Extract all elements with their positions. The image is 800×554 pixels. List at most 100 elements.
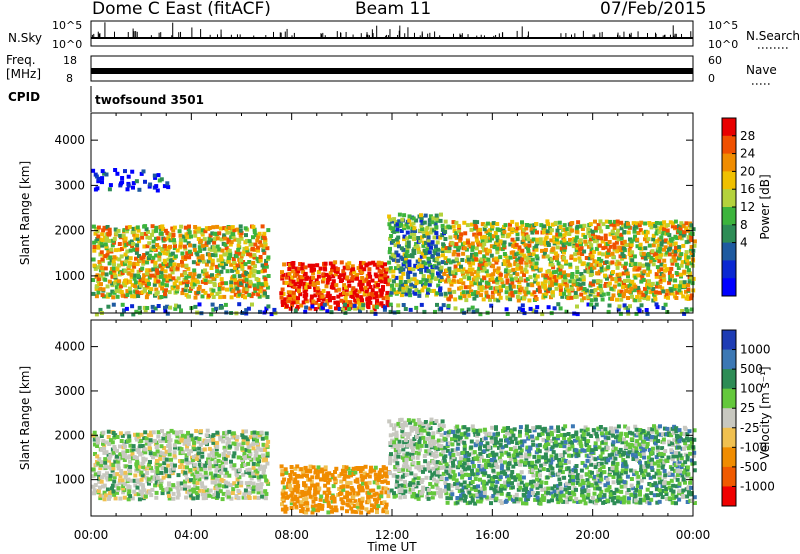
echo-cell [145, 471, 150, 475]
echo-cell [165, 473, 169, 478]
echo-cell [349, 303, 353, 308]
echo-cell [367, 267, 372, 272]
echo-cell [323, 465, 328, 470]
echo-cell [593, 295, 598, 299]
echo-cell [482, 227, 487, 232]
echo-cell [302, 281, 307, 286]
echo-cell [137, 305, 142, 310]
echo-cell [96, 225, 101, 230]
echo-cell [269, 312, 274, 317]
echo-cell [630, 279, 635, 284]
echo-cell [412, 290, 417, 295]
echo-cell [598, 279, 603, 284]
echo-cell [358, 309, 362, 314]
echo-cell [531, 237, 536, 242]
echo-cell [453, 306, 458, 311]
echo-cell [426, 269, 431, 274]
echo-cell [180, 263, 185, 268]
echo-cell [163, 228, 168, 233]
echo-cell [401, 285, 406, 290]
echo-cell [190, 437, 195, 442]
echo-cell [517, 245, 522, 250]
echo-cell [183, 483, 188, 488]
echo-cell [394, 237, 399, 242]
echo-cell [173, 284, 178, 289]
echo-cell [657, 284, 662, 289]
echo-cell [470, 472, 475, 476]
echo-cell [96, 290, 101, 295]
echo-cell [447, 287, 452, 292]
echo-cell [203, 280, 208, 285]
echo-cell [511, 243, 516, 248]
echo-cell [387, 278, 392, 283]
echo-cell [425, 436, 430, 441]
echo-cell [446, 471, 451, 476]
echo-cell [356, 297, 361, 302]
echo-cell [234, 250, 239, 255]
echo-cell [384, 472, 388, 477]
echo-cell [568, 237, 572, 242]
echo-cell [333, 470, 337, 474]
echo-cell [115, 171, 120, 176]
echo-cell [604, 219, 609, 224]
echo-cell [614, 262, 619, 267]
echo-cell [384, 294, 389, 298]
echo-cell [586, 262, 591, 267]
echo-cell [309, 265, 314, 270]
echo-cell [258, 309, 262, 314]
echo-cell [342, 465, 346, 469]
echo-cell [146, 285, 151, 290]
echo-cell [401, 432, 406, 437]
echo-cell [475, 492, 480, 497]
echo-cell [99, 479, 104, 484]
echo-cell [116, 263, 121, 268]
echo-cell [420, 221, 425, 226]
echo-cell [340, 500, 345, 505]
echo-cell [435, 291, 440, 296]
echo-cell [549, 228, 554, 233]
echo-cell [457, 229, 462, 234]
echo-cell [245, 490, 250, 495]
echo-cell [248, 452, 253, 457]
echo-cell [260, 465, 264, 470]
echo-cell [450, 492, 455, 497]
echo-cell [345, 490, 350, 495]
echo-cell [151, 244, 156, 249]
echo-cell [451, 270, 455, 275]
echo-cell [265, 451, 270, 456]
echo-cell [259, 474, 264, 479]
echo-cell [331, 508, 336, 512]
echo-cell [662, 227, 667, 232]
echo-cell [508, 283, 513, 288]
echo-cell [600, 297, 605, 302]
echo-cell [167, 290, 172, 295]
echo-cell [100, 238, 105, 243]
echo-cell [225, 269, 230, 274]
echo-cell [247, 239, 252, 244]
echo-cell [108, 491, 112, 495]
echo-cell [540, 312, 545, 317]
power-ytick-label: 1000 [54, 269, 85, 283]
echo-cell [184, 495, 189, 500]
echo-cell [572, 311, 577, 316]
echo-cell [353, 298, 358, 303]
echo-cell [166, 236, 171, 241]
echo-cell [628, 255, 633, 260]
echo-cell [424, 241, 428, 245]
echo-cell [115, 454, 119, 459]
echo-cell [342, 275, 347, 280]
echo-cell [461, 485, 466, 490]
echo-cell [404, 472, 409, 477]
echo-cell [526, 282, 531, 287]
echo-cell [192, 282, 197, 287]
echo-cell [97, 277, 101, 282]
echo-cell [516, 298, 521, 303]
echo-cell [257, 467, 262, 472]
echo-cell [374, 476, 379, 481]
echo-cell [593, 288, 598, 292]
echo-cell [295, 496, 300, 501]
freq-label: Freq. [6, 53, 36, 67]
echo-cell [655, 281, 660, 286]
echo-cell [325, 299, 330, 303]
echo-cell [207, 462, 212, 467]
